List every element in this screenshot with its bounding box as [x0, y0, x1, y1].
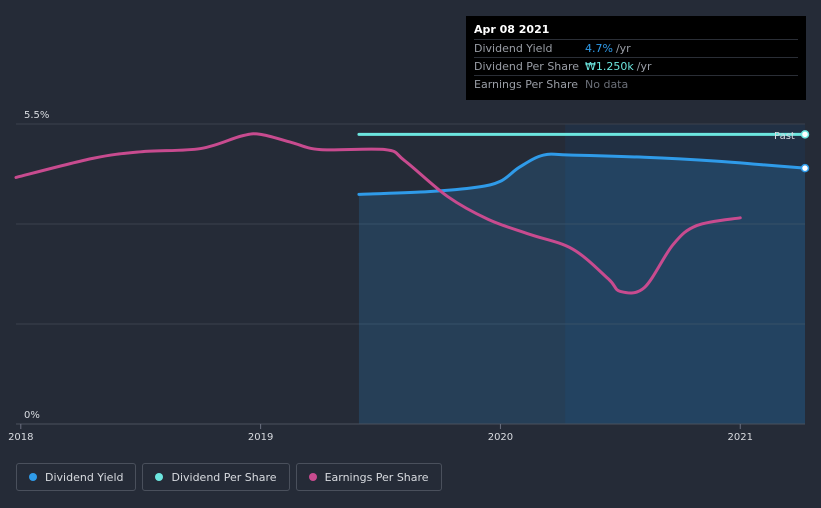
tooltip-unit: /yr [636, 60, 652, 73]
gridlines [16, 123, 805, 325]
tooltip-label: Earnings Per Share [474, 78, 579, 91]
tooltip-row-dividend-yield: Dividend Yield 4.7% /yr [474, 39, 798, 57]
earnings-per-share-line [14, 132, 742, 295]
dividend-per-share-end-marker [800, 130, 810, 139]
legend-label: Dividend Yield [45, 470, 124, 484]
tooltip-unit: /yr [615, 42, 631, 55]
tooltip-value: 4.7% [585, 42, 613, 55]
series-layer [14, 130, 810, 425]
dividend-yield-end-marker [800, 163, 810, 173]
tooltip-date: Apr 08 2021 [474, 23, 550, 36]
tooltip-value: ₩1.250k [585, 60, 634, 73]
x-tick-label: 2021 [728, 432, 753, 443]
legend-label: Dividend Per Share [171, 470, 277, 484]
legend-item-earnings-per-share[interactable]: Earnings Per Share [295, 463, 442, 491]
x-axis: 2018 2019 2020 2021 [8, 424, 753, 443]
dividend-yield-area [358, 154, 805, 425]
tooltip-label: Dividend Yield [474, 42, 553, 55]
x-tick-label: 2019 [248, 432, 273, 443]
tooltip-value: No data [585, 78, 629, 91]
dividend-yield-line [357, 152, 807, 196]
legend: Dividend Yield Dividend Per Share Earnin… [16, 463, 442, 491]
tooltip: Apr 08 2021 Dividend Yield 4.7% /yr Divi… [466, 16, 806, 100]
legend-dot-icon [308, 473, 317, 481]
y-tick-label: 5.5% [24, 110, 49, 121]
past-label: Past [774, 131, 795, 142]
legend-dot-icon [155, 473, 164, 481]
legend-dot-icon [29, 473, 37, 481]
x-tick-label: 2020 [488, 432, 513, 443]
x-tick-label: 2018 [8, 432, 33, 443]
y-axis: 5.5% 0% [24, 110, 49, 421]
tooltip-row-dividend-per-share: Dividend Per Share ₩1.250k /yr [474, 57, 798, 75]
legend-item-dividend-per-share[interactable]: Dividend Per Share [142, 463, 290, 491]
tooltip-label: Dividend Per Share [474, 60, 580, 73]
y-tick-label: 0% [24, 410, 40, 421]
tooltip-row-earnings-per-share: Earnings Per Share No data [474, 75, 798, 93]
legend-item-dividend-yield[interactable]: Dividend Yield [16, 463, 137, 491]
legend-label: Earnings Per Share [324, 470, 429, 484]
